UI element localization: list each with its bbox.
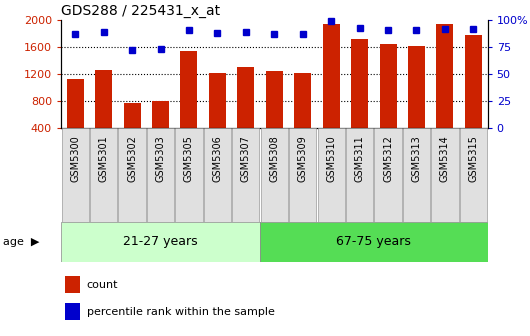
FancyBboxPatch shape [61,128,89,222]
FancyBboxPatch shape [374,128,402,222]
Text: GDS288 / 225431_x_at: GDS288 / 225431_x_at [61,4,220,18]
Bar [436,24,454,128]
FancyBboxPatch shape [346,128,373,222]
Text: GSM5301: GSM5301 [99,135,109,182]
Bar [408,46,425,128]
Text: GSM5300: GSM5300 [70,135,80,182]
FancyBboxPatch shape [147,128,174,222]
Text: GSM5308: GSM5308 [269,135,279,182]
FancyBboxPatch shape [317,128,345,222]
Bar [180,51,198,128]
FancyBboxPatch shape [260,222,488,262]
FancyBboxPatch shape [431,128,458,222]
Bar [65,303,80,320]
Text: GSM5311: GSM5311 [355,135,365,182]
FancyBboxPatch shape [175,128,202,222]
Bar [209,73,226,128]
Bar [351,39,368,128]
Text: 67-75 years: 67-75 years [337,236,411,248]
Bar [237,67,254,128]
Bar [67,79,84,128]
FancyBboxPatch shape [204,128,231,222]
Text: GSM5310: GSM5310 [326,135,336,182]
FancyBboxPatch shape [261,128,288,222]
Bar [152,101,169,128]
Bar [65,276,80,293]
Text: GSM5303: GSM5303 [155,135,165,182]
Text: GSM5312: GSM5312 [383,135,393,182]
FancyBboxPatch shape [403,128,430,222]
Bar [294,73,311,128]
Text: GSM5306: GSM5306 [213,135,223,182]
Text: percentile rank within the sample: percentile rank within the sample [86,307,275,317]
Text: GSM5309: GSM5309 [298,135,308,182]
Bar [379,44,396,128]
Text: GSM5313: GSM5313 [411,135,421,182]
FancyBboxPatch shape [289,128,316,222]
Text: count: count [86,280,118,290]
FancyBboxPatch shape [61,222,260,262]
Text: GSM5307: GSM5307 [241,135,251,182]
Text: GSM5315: GSM5315 [469,135,479,182]
Bar [95,70,112,128]
Text: GSM5305: GSM5305 [184,135,194,182]
Text: age  ▶: age ▶ [3,237,39,247]
FancyBboxPatch shape [90,128,117,222]
Bar [123,103,140,128]
FancyBboxPatch shape [460,128,487,222]
FancyBboxPatch shape [232,128,260,222]
Text: GSM5314: GSM5314 [440,135,450,182]
Text: GSM5302: GSM5302 [127,135,137,182]
FancyBboxPatch shape [118,128,146,222]
Bar [465,35,482,128]
Text: 21-27 years: 21-27 years [123,236,198,248]
Bar [266,71,283,128]
Bar [323,24,340,128]
